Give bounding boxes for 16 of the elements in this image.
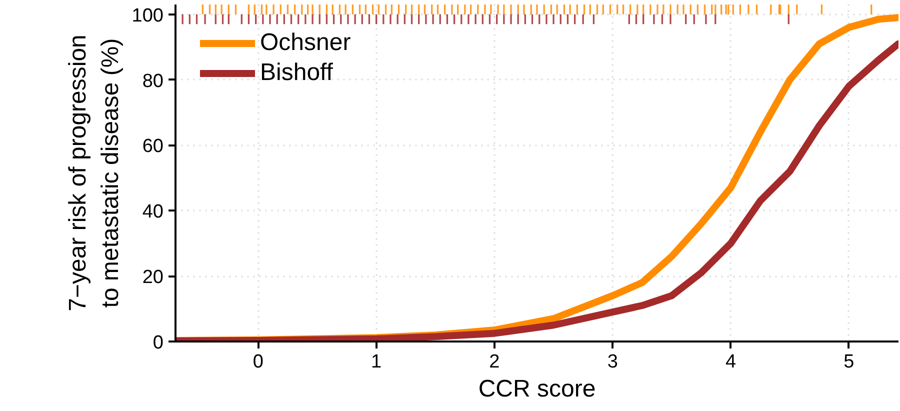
x-tick-label: 3	[607, 352, 618, 372]
x-tick-label: 1	[371, 352, 382, 372]
x-tick-label: 2	[489, 352, 500, 372]
legend-label: Ochsner	[260, 29, 351, 57]
y-tick-label: 0	[152, 332, 164, 354]
y-tick-label: 60	[142, 136, 164, 158]
y-tick-label: 80	[142, 70, 164, 92]
x-axis-title: CCR score	[478, 376, 596, 402]
legend-label: Bishoff	[260, 59, 333, 87]
y-tick-label: 40	[142, 202, 164, 223]
y-tick-label: 20	[142, 267, 164, 288]
y-axis-title: 7−year risk of progression to metastatic disease (%)	[64, 34, 124, 312]
x-tick-label: 0	[252, 352, 264, 372]
x-tick-label: 4	[725, 352, 736, 372]
y-tick-label: 100	[132, 5, 164, 26]
x-tick-label: 5	[844, 352, 854, 372]
